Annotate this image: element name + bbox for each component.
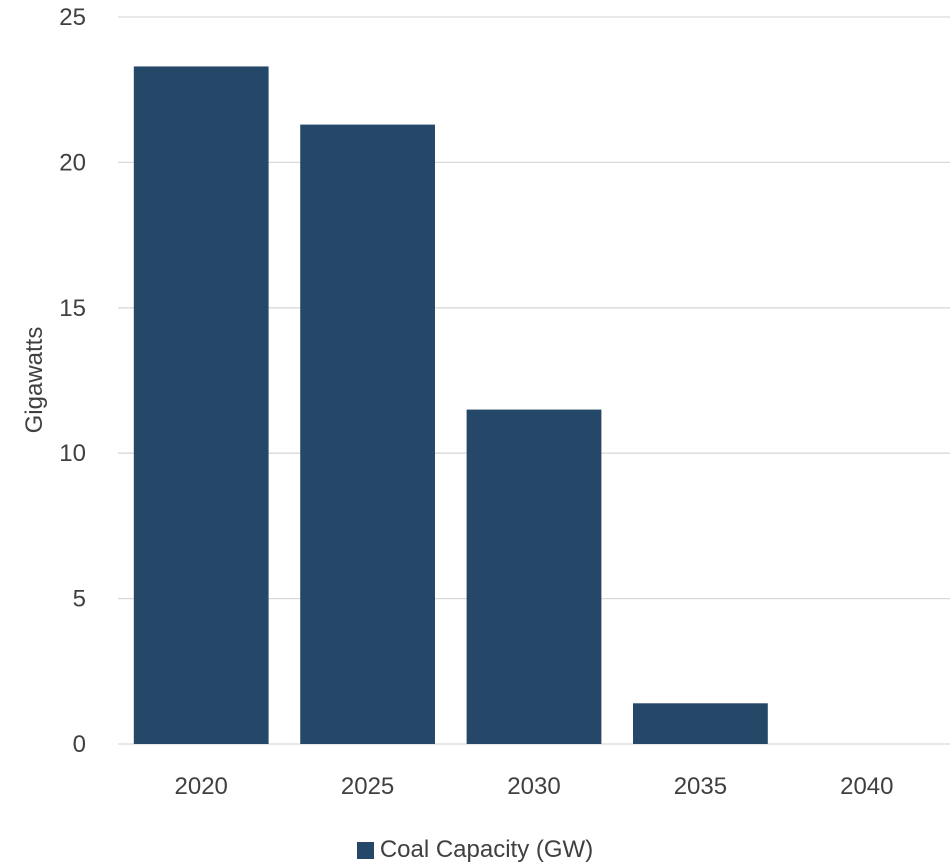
- y-tick-label: 5: [73, 586, 86, 613]
- bar-2025: [300, 124, 435, 744]
- y-tick-label: 25: [59, 4, 86, 31]
- bar-2030: [466, 409, 602, 744]
- y-tick-label: 0: [73, 731, 86, 758]
- legend-swatch: [356, 841, 374, 859]
- x-tick-label: 2040: [840, 773, 893, 800]
- x-tick-label: 2035: [674, 773, 727, 800]
- y-tick-label: 20: [59, 149, 86, 176]
- y-axis-title: Gigawatts: [21, 327, 48, 434]
- bars: [133, 66, 768, 745]
- bar-2020: [133, 66, 269, 745]
- bar-2035: [633, 703, 768, 744]
- x-tick-label: 2020: [175, 773, 228, 800]
- legend: Coal Capacity (GW): [0, 836, 950, 864]
- x-axis-ticks: 2020 2025 2030 2035 2040: [175, 773, 894, 800]
- legend-label: Coal Capacity (GW): [379, 836, 594, 863]
- y-tick-label: 10: [59, 440, 86, 467]
- y-tick-label: 15: [59, 295, 86, 322]
- x-tick-label: 2030: [507, 773, 560, 800]
- y-axis-ticks: 0 5 10 15 20 25: [59, 4, 86, 758]
- x-tick-label: 2025: [341, 773, 394, 800]
